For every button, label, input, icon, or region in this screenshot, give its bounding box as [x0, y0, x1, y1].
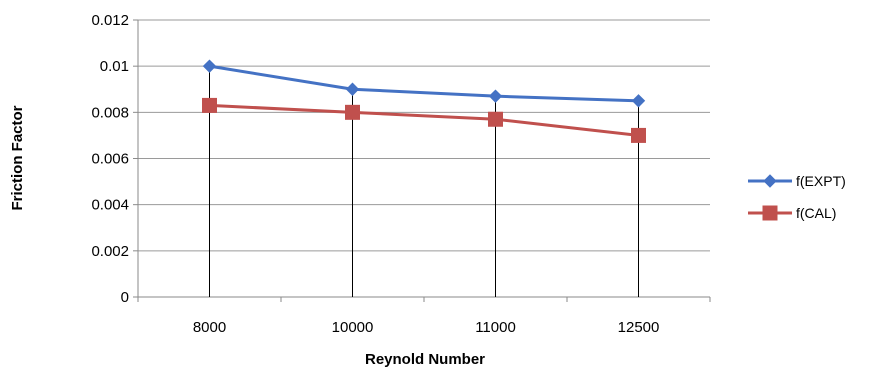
- data-point-f-cal: [345, 104, 360, 120]
- x-tick-label: 8000: [193, 319, 226, 336]
- y-tick-label: 0.006: [91, 151, 129, 168]
- x-tick-label: 11000: [475, 319, 516, 336]
- x-tick-label: 10000: [332, 319, 374, 336]
- data-point-f-expt: [345, 82, 360, 96]
- x-tick-label: 12500: [618, 319, 660, 336]
- series-line-f-cal: [209, 103, 639, 137]
- y-tick-label: 0: [121, 289, 129, 306]
- y-axis-title: Friction Factor: [9, 105, 26, 210]
- tick-labels: 0 0.002 0.004 0.006 0.008 0.01 0.012 8000 10000 1…: [91, 12, 659, 336]
- y-tick-label: 0.008: [91, 104, 129, 121]
- data-point-f-cal: [488, 111, 503, 127]
- gridlines: [138, 19, 710, 252]
- data-point-f-cal: [202, 97, 217, 113]
- legend-marker-f-cal: [762, 205, 778, 221]
- data-point-f-expt: [631, 94, 646, 108]
- y-tick-label: 0.01: [100, 58, 129, 75]
- legend-label-f-expt: f(EXPT): [796, 173, 846, 189]
- drop-lines: [209, 66, 639, 297]
- data-point-f-expt: [488, 89, 503, 103]
- y-tick-label: 0.004: [91, 197, 129, 214]
- x-axis-title: Reynold Number: [365, 351, 485, 368]
- y-tick-label: 0.002: [91, 243, 129, 260]
- y-tick-label: 0.012: [91, 12, 129, 29]
- data-point-f-cal: [631, 127, 646, 143]
- series-lines: [202, 59, 646, 143]
- legend: f(EXPT) f(CAL): [748, 173, 846, 221]
- legend-marker-f-expt: [763, 174, 777, 188]
- axes: [133, 19, 711, 302]
- legend-label-f-cal: f(CAL): [796, 205, 836, 221]
- data-point-f-expt: [202, 59, 217, 73]
- series-line-f-expt: [209, 64, 639, 103]
